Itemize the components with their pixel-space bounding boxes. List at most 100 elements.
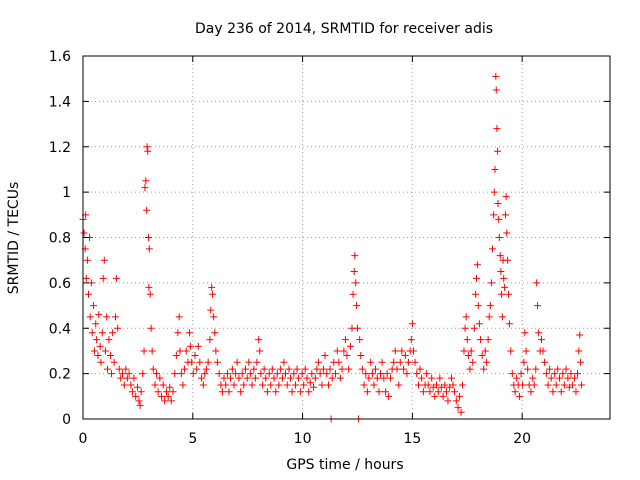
data-point: [114, 324, 122, 332]
data-point: [288, 388, 296, 396]
data-point: [470, 324, 478, 332]
x-tick-label: 0: [79, 431, 88, 447]
data-point: [472, 274, 480, 282]
data-point: [483, 358, 491, 366]
data-point: [295, 374, 303, 382]
tick-layer: [82, 55, 610, 420]
data-point: [301, 365, 309, 373]
data-point: [177, 370, 185, 378]
data-point: [199, 381, 207, 389]
data-point: [80, 229, 88, 237]
data-point: [439, 392, 447, 400]
data-point: [179, 381, 187, 389]
data-point: [494, 199, 502, 207]
data-point: [210, 313, 218, 321]
data-point: [436, 374, 444, 382]
data-point: [497, 268, 505, 276]
data-point: [300, 381, 308, 389]
data-point: [172, 351, 180, 359]
data-point: [437, 383, 445, 391]
data-point: [272, 388, 280, 396]
data-point: [357, 351, 365, 359]
data-point: [189, 370, 197, 378]
data-point: [562, 365, 570, 373]
data-point: [308, 370, 316, 378]
data-point: [476, 336, 484, 344]
data-point: [97, 358, 105, 366]
data-point: [83, 256, 91, 264]
data-point: [206, 336, 214, 344]
data-point: [306, 379, 314, 387]
data-point: [373, 374, 381, 382]
data-point: [151, 381, 159, 389]
data-point: [530, 381, 538, 389]
data-point: [574, 370, 582, 378]
data-point: [498, 313, 506, 321]
data-point: [130, 374, 138, 382]
data-point: [99, 274, 107, 282]
data-point: [188, 358, 196, 366]
data-point: [108, 370, 116, 378]
data-point: [142, 177, 150, 185]
x-axis-label: GPS time / hours: [286, 457, 403, 473]
data-points: [79, 72, 585, 423]
data-point: [123, 374, 131, 382]
data-point: [426, 388, 434, 396]
data-point: [332, 370, 340, 378]
data-point: [386, 374, 394, 382]
data-point: [577, 381, 585, 389]
data-point: [541, 358, 549, 366]
data-point: [431, 392, 439, 400]
data-point: [341, 336, 349, 344]
data-point: [411, 358, 419, 366]
data-point: [135, 397, 143, 405]
data-point: [240, 381, 248, 389]
data-point: [296, 388, 304, 396]
data-point: [98, 329, 106, 337]
data-point: [575, 347, 583, 355]
data-point: [106, 351, 114, 359]
data-point: [409, 347, 417, 355]
data-point: [377, 370, 385, 378]
data-point: [517, 370, 525, 378]
data-point: [143, 206, 151, 214]
data-point: [473, 261, 481, 269]
data-point: [522, 347, 530, 355]
y-axis-label: SRMTID / TECUs: [6, 182, 22, 295]
data-point: [265, 370, 273, 378]
data-point: [280, 358, 288, 366]
data-point: [96, 342, 104, 350]
data-point: [569, 381, 577, 389]
data-point: [198, 374, 206, 382]
data-point: [444, 397, 452, 405]
data-point: [403, 370, 411, 378]
data-point: [576, 331, 584, 339]
data-point: [396, 358, 404, 366]
data-point: [336, 374, 344, 382]
grid-layer: [83, 56, 610, 419]
data-point: [139, 370, 147, 378]
data-point: [418, 374, 426, 382]
data-point: [524, 365, 532, 373]
data-point: [233, 358, 241, 366]
data-point: [207, 306, 215, 314]
data-point: [136, 401, 144, 409]
data-point: [238, 370, 246, 378]
y-tick-label: 0.8: [49, 231, 71, 247]
data-point: [161, 397, 169, 405]
data-point: [383, 370, 391, 378]
data-point: [433, 381, 441, 389]
data-point: [551, 370, 559, 378]
data-point: [391, 347, 399, 355]
data-point: [175, 313, 183, 321]
data-point: [547, 374, 555, 382]
data-point: [442, 388, 450, 396]
x-tick-label: 15: [403, 431, 421, 447]
data-point: [360, 381, 368, 389]
data-point: [204, 358, 212, 366]
data-point: [511, 388, 519, 396]
data-point: [491, 165, 499, 173]
data-point: [390, 358, 398, 366]
data-point: [132, 392, 140, 400]
chart-title: Day 236 of 2014, SRMTID for receiver adi…: [195, 21, 493, 37]
